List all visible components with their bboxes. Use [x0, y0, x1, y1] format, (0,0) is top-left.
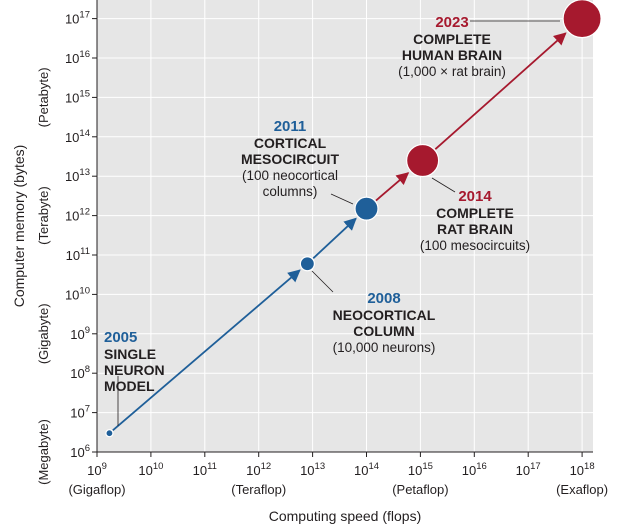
title-2008: COLUMN	[353, 323, 414, 339]
y-tick-unit: (Megabyte)	[36, 419, 51, 485]
y-tick-label: 1011	[66, 246, 90, 263]
x-axis-label: Computing speed (flops)	[269, 508, 422, 524]
x-tick-label: 1011	[193, 461, 217, 478]
y-tick-label: 107	[70, 404, 90, 421]
year-2008: 2008	[367, 290, 400, 307]
y-tick-label: 1013	[65, 167, 90, 184]
point-2005	[105, 429, 114, 438]
desc-2011: columns)	[263, 184, 318, 199]
y-tick-label: 108	[70, 364, 90, 381]
arrow-line	[434, 32, 567, 150]
x-tick-unit: (Gigaflop)	[68, 482, 125, 497]
point-2011	[354, 196, 379, 221]
x-axis-ticks: 109 (Gigaflop) 1010 1011 1012 (Teraflop) 1013 1…	[68, 452, 608, 497]
y-tick-unit: (Terabyte)	[36, 186, 51, 245]
y-tick-label: 1014	[65, 128, 90, 145]
year-2023: 2023	[435, 14, 468, 31]
y-axis-label: Computer memory (bytes)	[11, 145, 27, 308]
arrow-line	[375, 172, 410, 202]
year-2014: 2014	[458, 188, 492, 205]
title-2014: RAT BRAIN	[437, 221, 513, 237]
desc-2023: (1,000 × rat brain)	[398, 64, 506, 79]
x-tick-label: 1016	[462, 461, 487, 478]
x-tick-unit: (Exaflop)	[556, 482, 608, 497]
point-2023	[562, 0, 602, 39]
title-2005: SINGLE	[104, 346, 156, 362]
x-tick-label: 1012	[246, 461, 271, 478]
title-2005: NEURON	[104, 362, 165, 378]
leader-2014	[431, 177, 456, 193]
y-tick-label: 1016	[65, 49, 90, 66]
x-tick-label: 1017	[516, 461, 541, 478]
point-2008	[299, 256, 315, 272]
y-tick-label: 1017	[65, 10, 90, 27]
year-2005: 2005	[104, 329, 137, 346]
x-tick-label: 109	[87, 461, 107, 478]
title-2014: COMPLETE	[436, 205, 514, 221]
y-tick-label: 109	[70, 325, 90, 342]
y-tick-label: 1010	[65, 285, 90, 302]
year-2011: 2011	[274, 118, 307, 135]
arrow-line	[112, 269, 301, 431]
y-tick-label: 1012	[65, 207, 90, 224]
x-tick-label: 1018	[570, 461, 595, 478]
axes	[96, 0, 593, 453]
desc-2008: (10,000 neurons)	[333, 340, 436, 355]
desc-2014: (100 mesocircuits)	[420, 238, 530, 253]
x-tick-unit: (Petaflop)	[392, 482, 448, 497]
title-2011: MESOCIRCUIT	[241, 151, 339, 167]
point-2014	[406, 143, 440, 178]
title-2023: COMPLETE	[413, 31, 491, 47]
y-tick-unit: (Gigabyte)	[36, 303, 51, 364]
title-2005: MODEL	[104, 378, 155, 394]
y-tick-label: 106	[70, 443, 90, 460]
x-tick-unit: (Teraflop)	[231, 482, 286, 497]
desc-2011: (100 neocortical	[242, 168, 338, 183]
data-points	[105, 0, 602, 438]
leader-2011	[330, 193, 354, 205]
x-tick-label: 1015	[408, 461, 433, 478]
title-2008: NEOCORTICAL	[333, 307, 436, 323]
progression-arrows	[112, 32, 567, 431]
plot-area	[97, 0, 593, 452]
x-tick-label: 1014	[354, 461, 379, 478]
title-2011: CORTICAL	[254, 135, 327, 151]
x-tick-label: 1010	[138, 461, 163, 478]
leader-2008	[311, 270, 334, 293]
y-tick-unit: (Petabyte)	[36, 67, 51, 127]
x-tick-label: 1013	[300, 461, 325, 478]
arrow-line	[312, 217, 357, 259]
y-tick-label: 1015	[65, 88, 90, 105]
y-axis-ticks: 106 (Megabyte) 107 108 109 (Gigabyte) 1010 1011…	[36, 10, 97, 485]
title-2023: HUMAN BRAIN	[402, 47, 502, 63]
